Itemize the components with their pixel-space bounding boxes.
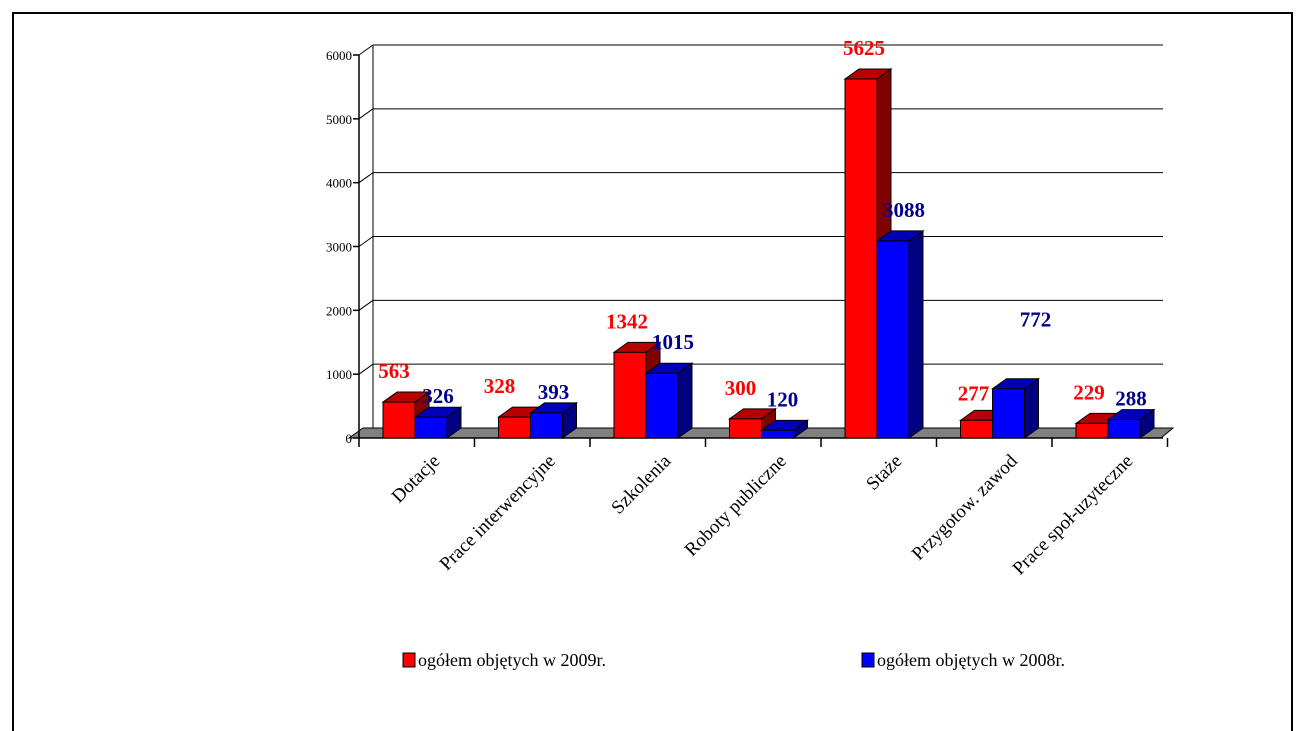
chart-frame <box>12 12 1293 731</box>
y-tick-label: 0 <box>346 431 353 446</box>
bars <box>381 67 1156 439</box>
category-label: Staże <box>862 451 906 495</box>
category-label: Dotacje <box>388 451 445 508</box>
bar-front <box>1075 422 1109 439</box>
bar-front <box>729 418 762 439</box>
bar-front <box>645 372 679 439</box>
data-label: 1015 <box>652 330 694 354</box>
bar-front <box>844 78 878 439</box>
data-label: 772 <box>1020 308 1052 332</box>
bar-front <box>414 416 448 439</box>
y-tick-label: 6000 <box>326 48 352 63</box>
bar-2008 <box>875 229 925 439</box>
bar-2008 <box>759 419 810 439</box>
y-tick-label: 1000 <box>326 367 352 382</box>
data-label: 277 <box>958 381 990 405</box>
bar-2008 <box>413 406 463 439</box>
bar-2008 <box>644 362 694 439</box>
y-tick-label: 4000 <box>326 176 352 191</box>
category-label: Prace interwencyjne <box>436 451 560 575</box>
legend-swatch-2009 <box>402 652 416 668</box>
y-axis: 0 1000 2000 3000 4000 5000 6000 <box>326 48 360 446</box>
data-label: 328 <box>484 374 516 398</box>
data-label: 229 <box>1073 380 1105 404</box>
bar-side <box>677 362 693 439</box>
wall-edge <box>358 108 374 120</box>
bar-front <box>530 412 563 439</box>
bar-2008 <box>1106 408 1156 439</box>
data-label: 5625 <box>843 36 885 60</box>
bar-front <box>761 429 794 439</box>
data-label: 393 <box>538 380 570 404</box>
legend-label: ogółem objętych w 2009r. <box>418 650 606 670</box>
bar-front <box>382 401 416 439</box>
category-label: Szkolenia <box>607 450 675 518</box>
legend-label: ogółem objętych w 2008r. <box>877 650 1065 670</box>
category-label: Roboty publiczne <box>681 451 791 561</box>
category-label: Przygotow. zawod <box>908 450 1022 564</box>
y-tick-label: 5000 <box>326 112 352 127</box>
data-label: 288 <box>1115 387 1147 411</box>
legend-swatch-2008 <box>861 652 875 668</box>
data-label: 563 <box>378 359 410 383</box>
bar-2008 <box>528 401 579 439</box>
bar-front <box>960 419 993 439</box>
wall-edge <box>358 299 374 311</box>
data-label: 120 <box>767 387 799 411</box>
gridlines <box>358 44 1163 439</box>
legend: ogółem objętych w 2009r. ogółem objętych … <box>402 650 1065 670</box>
wall-edge <box>358 44 374 56</box>
wall-edge <box>358 363 374 375</box>
bar-front <box>1107 419 1141 439</box>
bar-front <box>613 351 647 439</box>
x-axis <box>358 437 1169 447</box>
bar-2008 <box>990 377 1041 439</box>
data-label: 3088 <box>883 198 925 222</box>
bar-front <box>876 240 910 439</box>
data-label: 1342 <box>606 309 648 333</box>
y-tick-label: 3000 <box>326 240 352 255</box>
bar-side <box>908 229 924 439</box>
y-tick-label: 2000 <box>326 303 352 318</box>
data-label: 326 <box>422 384 454 408</box>
bar-side <box>1024 377 1039 439</box>
wall-edge <box>358 236 374 247</box>
bar-front <box>498 416 531 439</box>
category-label: Prace społ-uzyteczne <box>1009 451 1138 580</box>
data-label: 300 <box>725 376 757 400</box>
bar-front <box>992 388 1025 439</box>
wall-edge <box>358 172 374 184</box>
